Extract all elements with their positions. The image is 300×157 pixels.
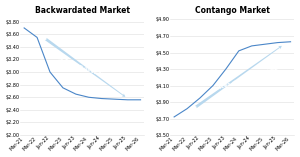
Title: Contango Market: Contango Market: [195, 5, 270, 15]
Text: Prices rising over time: Prices rising over time: [212, 66, 278, 92]
Title: Backwardated Market: Backwardated Market: [35, 5, 130, 15]
Text: Prices falling over time: Prices falling over time: [45, 50, 112, 81]
